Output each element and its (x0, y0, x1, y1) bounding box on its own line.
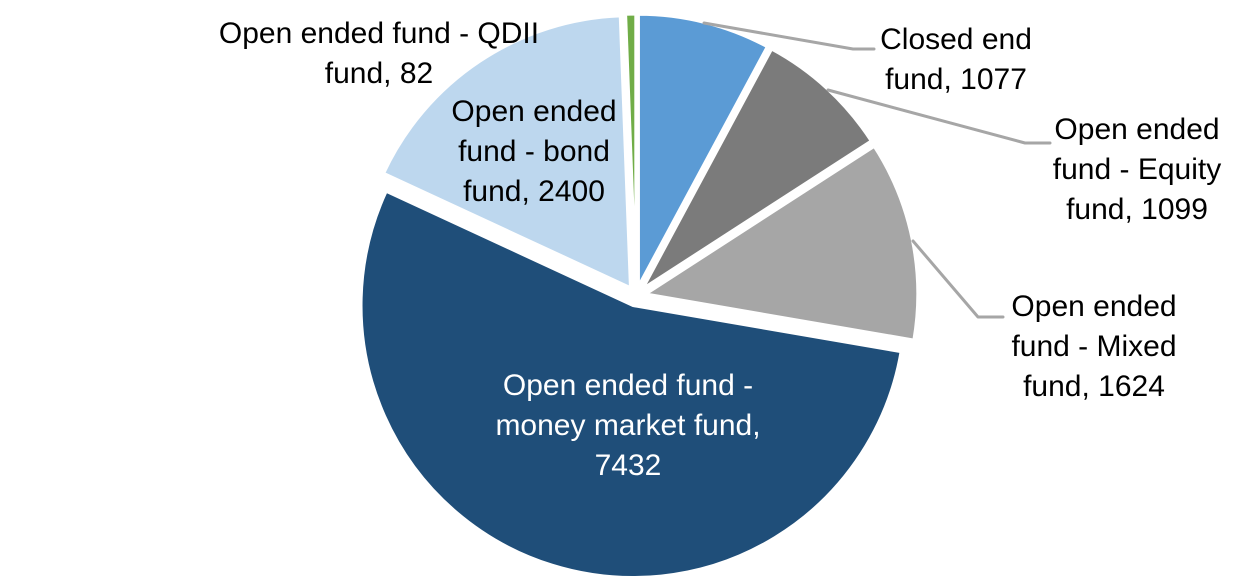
pie-slice-money-market[interactable] (359, 189, 903, 580)
pie-slice-bond[interactable] (382, 14, 632, 290)
leader-line-mixed (911, 239, 1005, 319)
leader-line-equity (826, 88, 1052, 145)
leader-line-closed-end (702, 21, 876, 51)
pie-slice-mixed[interactable] (644, 144, 920, 342)
pie-slice-qdii[interactable] (624, 12, 638, 288)
